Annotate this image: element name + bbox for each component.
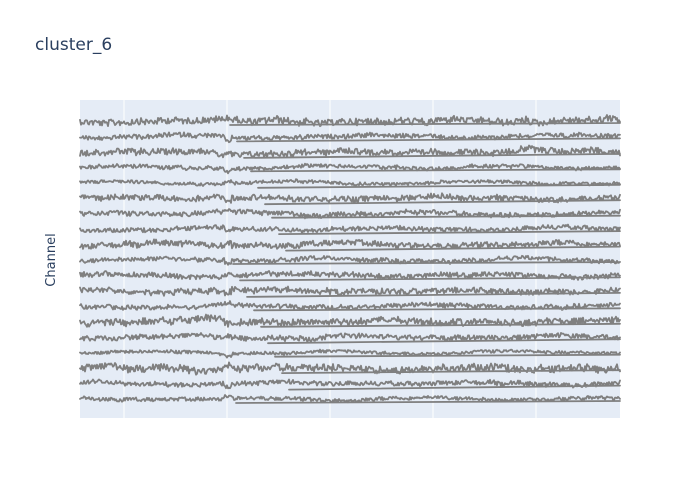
channel-trace	[79, 313, 621, 328]
channel-trace	[79, 238, 621, 252]
channel-trace	[79, 332, 621, 345]
channel-trace	[79, 394, 621, 404]
channel-trace	[79, 192, 621, 206]
traces	[79, 114, 621, 404]
chart-title: cluster_6	[35, 35, 112, 55]
channel-trace	[79, 285, 621, 298]
channel-trace	[79, 162, 621, 175]
channel-trace	[79, 208, 621, 220]
channel-trace	[79, 300, 621, 312]
channel-trace	[79, 144, 621, 159]
channel-trace	[79, 223, 621, 235]
channel-trace	[79, 270, 621, 282]
channel-trace	[79, 131, 621, 144]
channel-trace	[79, 378, 621, 391]
channel-trace	[79, 348, 621, 359]
channel-trace	[79, 178, 621, 189]
channel-trace	[79, 114, 621, 128]
channel-trace	[79, 361, 621, 376]
y-axis-label: Channel	[44, 233, 59, 286]
channel-trace	[79, 254, 621, 266]
